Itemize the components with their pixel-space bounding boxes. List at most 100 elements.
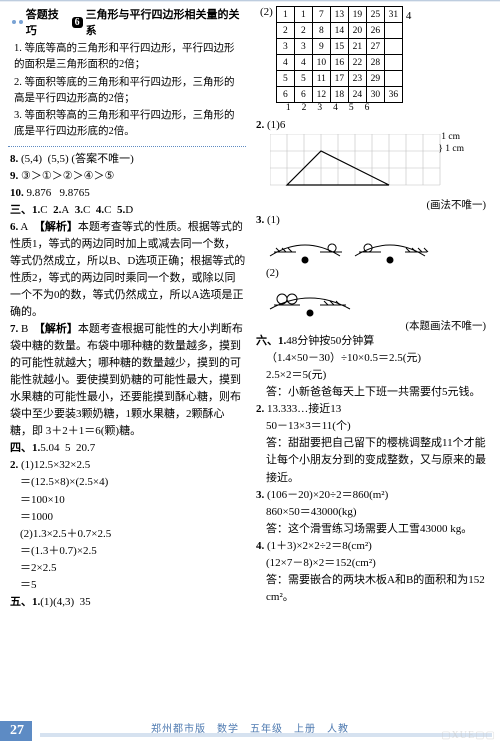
right-column: (2) 11713192531 228142026 339152127 4410…	[254, 6, 492, 710]
cell: 11	[312, 71, 330, 87]
section-label: 三、	[10, 204, 32, 216]
value: (1)(4,3)	[40, 596, 74, 608]
q-title: 48分钟按50分钟算	[286, 335, 374, 347]
q-number: 4.	[256, 540, 264, 552]
q-number: 4.	[96, 204, 104, 216]
grid-label: (2)	[260, 6, 273, 18]
coord: (5,4)	[21, 153, 42, 165]
section-label: 六、	[256, 335, 278, 347]
q-number: 7.	[10, 323, 18, 335]
expr: ＝1000	[8, 509, 246, 526]
cell: 9	[312, 39, 330, 55]
watermark: ▢XUE▢▢	[441, 730, 496, 741]
cell: 2	[294, 23, 312, 39]
q-number: 3.	[256, 214, 264, 226]
axis-val: 1	[286, 103, 291, 113]
q6-4: 4. (1＋3)×2×2÷2＝8(cm²)	[254, 538, 492, 555]
cell: 21	[348, 39, 366, 55]
q3-line: 3. (1)	[254, 212, 492, 229]
cell: 7	[312, 7, 330, 23]
q-number: 10.	[10, 187, 24, 199]
page-footer: 27 郑州都市版 数学 五年级 上册 人教	[0, 717, 500, 745]
tip-label: 答题技巧	[26, 6, 69, 38]
choice: D	[125, 204, 133, 216]
value: 5.04	[40, 442, 59, 454]
cell: 6	[276, 87, 294, 103]
value: 20.7	[76, 442, 95, 454]
analysis-text: 本题考查根据可能性的大小判断布袋中糖的数量。布袋中哪种糖的数量越多，摸到的可能性…	[10, 323, 243, 437]
number-grid-wrapper: (2) 11713192531 228142026 339152127 4410…	[254, 6, 492, 113]
q-number: 2.	[256, 403, 264, 415]
q3-sub2: (2)	[254, 265, 492, 282]
cell	[384, 55, 402, 71]
number-grid: 11713192531 228142026 339152127 44101622…	[276, 6, 403, 113]
page-body: 答题技巧 6 三角形与平行四边形相关量的关系 1. 等底等高的三角形和平行四边形…	[0, 0, 500, 710]
q-number: 2.	[256, 119, 264, 131]
cell: 5	[294, 71, 312, 87]
cell: 3	[276, 39, 294, 55]
q-number: 3.	[75, 204, 83, 216]
expr: ＝(1.3＋0.7)×2.5	[8, 543, 246, 560]
mini-grid-wrapper: 1 cm } 1 cm (画法不唯一)	[254, 134, 492, 212]
value: 5	[65, 442, 71, 454]
coord: (5,5)	[48, 153, 69, 165]
choice: C	[104, 204, 111, 216]
bullet-icon	[19, 20, 23, 24]
axis-val: 2	[302, 103, 307, 113]
cell	[384, 71, 402, 87]
expr: 50－13×3＝11(个)	[254, 418, 492, 435]
answer-line: 10. 9.876 9.8765	[8, 185, 246, 202]
q-number: 2.	[10, 459, 18, 471]
section-4: 四、1.5.04 5 20.7	[8, 440, 246, 457]
section-label: 四、	[10, 442, 32, 454]
q-number: 1.	[32, 442, 40, 454]
expr: ＝100×10	[8, 492, 246, 509]
cell: 29	[366, 71, 384, 87]
cell: 20	[348, 23, 366, 39]
cell: 10	[312, 55, 330, 71]
section-label: 五、	[10, 596, 32, 608]
cell: 19	[348, 7, 366, 23]
tip-line: 1. 等底等高的三角形和平行四边形，平行四边形的面积是三角形面积的2倍；	[14, 41, 244, 74]
q6-3: 3. (106－20)×20÷2＝860(m²)	[254, 487, 492, 504]
value: (1)6	[267, 119, 285, 131]
cell: 4	[294, 55, 312, 71]
unit-label-2: } 1 cm	[438, 144, 464, 154]
sub-label: (1)	[267, 214, 280, 226]
expr: (2)1.3×2.5＋0.7×2.5	[8, 526, 246, 543]
section-3: 三、1.C 2.A 3.C 4.C 5.D	[8, 202, 246, 219]
axis-val: 6	[365, 103, 370, 113]
divider	[8, 146, 246, 147]
tip-title: 三角形与平行四边形相关量的关系	[86, 6, 246, 38]
cell: 14	[330, 23, 348, 39]
q-number: 1.	[278, 335, 286, 347]
cell: 36	[384, 87, 402, 103]
cell: 1	[294, 7, 312, 23]
cell: 17	[330, 71, 348, 87]
grid-axis: 1 2 3 4 5 6	[276, 103, 403, 113]
unit-label: 1 cm	[441, 132, 460, 142]
cell: 31	[384, 7, 402, 23]
axis-val: 3	[317, 103, 322, 113]
choice: A	[20, 221, 28, 233]
section-5: 五、1.(1)(4,3) 35	[8, 594, 246, 611]
q-number: 6.	[10, 221, 18, 233]
expr: ＝5	[8, 577, 246, 594]
answer-text: 答：甜甜要把自己留下的樱桃调整成11个才能让每个小朋友分到的变成整数，又与原来的…	[254, 435, 492, 486]
choice: C	[40, 204, 47, 216]
q-title: 13.333…接近13	[267, 403, 341, 415]
cell: 27	[366, 39, 384, 55]
q-number: 8.	[10, 153, 18, 165]
footer-text: 郑州都市版 数学 五年级 上册 人教	[0, 720, 500, 735]
q-number: 9.	[10, 170, 18, 182]
cell: 1	[276, 7, 294, 23]
scale-row-2	[254, 283, 492, 317]
answer-text: 答：需要嵌合的两块木板A和B的面积和为152 cm²。	[254, 572, 492, 606]
cell: 12	[312, 87, 330, 103]
expr: 860×50＝43000(kg)	[254, 504, 492, 521]
answer-text: 答：小新爸爸每天上下班一共需要付5元钱。	[254, 384, 492, 401]
q7-line: 7. B 【解析】本题考查根据可能性的大小判断布袋中糖的数量。布袋中哪种糖的数量…	[8, 321, 246, 440]
cell: 4	[276, 55, 294, 71]
q4-2: 2. (1)12.5×32×2.5	[8, 457, 246, 474]
axis-val: 4	[333, 103, 338, 113]
